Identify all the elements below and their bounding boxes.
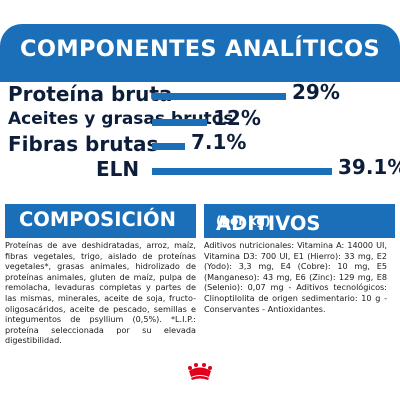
aditivos-title: ADITIVOS [216,212,321,235]
component-value: 39.1% [338,155,400,179]
component-label: Fibras brutas [8,132,159,156]
component-label: ELN [96,157,140,181]
aditivos-text: Aditivos nutricionales: Vitamina A: 1400… [204,240,387,314]
component-row-fiber: Fibras brutas 7.1% [0,130,400,158]
component-bar [152,168,332,175]
section-title: COMPONENTES ANALÍTICOS [20,36,380,62]
brand-logo [0,360,400,400]
component-label: Proteína bruta [8,82,173,106]
component-bar [152,143,185,150]
component-row-protein: Proteína bruta 29% [0,80,400,108]
component-row-eln: ELN 39.1% [0,155,400,183]
component-value: 7.1% [191,130,247,154]
component-row-fats: Aceites y grasas brutos 12% [0,106,400,134]
composicion-title: COMPOSICIÓN [19,208,176,231]
component-bar [152,119,207,126]
aditivos-title-suffix: (por kg) [216,214,271,228]
analytical-components-header: COMPONENTES ANALÍTICOS [0,24,400,82]
component-bar [152,93,286,100]
royal-canin-crown-icon [188,363,212,380]
aditivos-header: ADITIVOS (por kg) [204,204,395,238]
component-value: 12% [213,106,261,130]
component-value: 29% [292,80,340,104]
composicion-header: COMPOSICIÓN [5,204,196,238]
composicion-text: Proteínas de ave deshidratadas, arroz, m… [5,240,196,346]
